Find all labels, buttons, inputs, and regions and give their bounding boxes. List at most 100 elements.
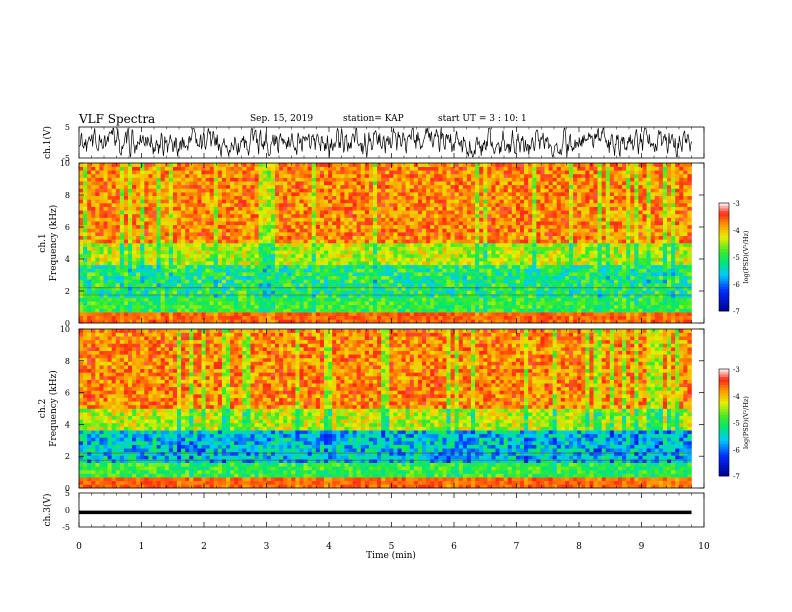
spectrogram-cell	[226, 264, 231, 269]
spectrogram-cell	[221, 232, 227, 237]
spectrogram-cell	[119, 268, 125, 273]
spectrogram-cell	[181, 264, 186, 269]
spectrogram-cell	[103, 301, 108, 306]
spectrogram-cell	[128, 257, 133, 262]
spectrogram-cell	[172, 304, 178, 309]
spectrogram-cell	[434, 261, 439, 266]
spectrogram-cell	[426, 243, 431, 247]
spectrogram-cell	[246, 210, 251, 215]
spectrogram-cell	[87, 210, 92, 215]
spectrogram-cell	[426, 177, 431, 182]
spectrogram-cell	[99, 217, 104, 222]
spectrogram-cell	[83, 268, 88, 273]
spectrogram-cell	[164, 192, 170, 197]
spectrogram-cell	[205, 188, 210, 193]
spectrogram-cell	[107, 184, 112, 189]
spectrogram-cell	[479, 170, 484, 175]
spectrogram-cell	[172, 217, 178, 222]
spectrogram-cell	[528, 261, 533, 266]
spectrogram-cell	[434, 301, 439, 306]
spectrogram-cell	[148, 184, 153, 189]
spectrogram-cell	[201, 224, 206, 229]
spectrogram-cell	[413, 312, 419, 317]
spectrogram-cell	[417, 206, 423, 211]
spectrogram-cell	[377, 304, 382, 309]
spectrogram-cell	[328, 301, 333, 306]
spectrogram-cell	[230, 181, 235, 186]
spectrogram-cell	[201, 301, 206, 306]
spectrogram-cell	[491, 315, 496, 320]
spectrogram-cell	[291, 304, 296, 309]
spectrogram-cell	[405, 268, 411, 273]
spectrogram-cell	[483, 239, 488, 244]
spectrogram-cell	[332, 217, 337, 222]
spectrogram-cell	[397, 232, 402, 237]
spectrogram-cell	[279, 275, 284, 280]
spectrogram-cell	[156, 301, 161, 306]
spectrogram-cell	[140, 319, 145, 324]
station-label: station= KAP	[343, 114, 404, 124]
spectrogram-cell	[205, 232, 210, 237]
spectrogram-cell	[434, 166, 439, 171]
spectrogram-cell	[491, 213, 496, 218]
spectrogram-cell	[352, 177, 357, 182]
spectrogram-cell	[226, 188, 231, 193]
spectrogram-cell	[197, 253, 202, 258]
spectrogram-cell	[307, 188, 313, 193]
spectrogram-cell	[197, 268, 202, 273]
spectrogram-cell	[462, 304, 468, 309]
spectrogram-cell	[466, 184, 472, 189]
spectrogram-cell	[377, 239, 382, 244]
spectrogram-cell	[242, 181, 247, 186]
spectrogram-cell	[319, 170, 325, 175]
spectrogram-cell	[148, 217, 153, 222]
spectrogram-cell	[279, 243, 284, 247]
spectrogram-cell	[487, 272, 492, 277]
spectrogram-cell	[91, 192, 96, 197]
spectrogram-cell	[189, 166, 194, 171]
spectrogram-cell	[352, 319, 357, 324]
spectrogram-cell	[234, 203, 239, 207]
spectrogram-cell	[172, 246, 178, 251]
spectrogram-cell	[156, 188, 161, 193]
spectrogram-cell	[450, 173, 455, 178]
spectrogram-cell	[221, 177, 227, 182]
spectrogram-cell	[328, 283, 333, 287]
spectrogram-cell	[381, 261, 386, 266]
spectrogram-cell	[189, 250, 194, 255]
spectrogram-cell	[328, 264, 333, 269]
spectrogram-cell	[393, 224, 398, 229]
spectrogram-cell	[172, 192, 178, 197]
spectrogram-cell	[291, 275, 296, 280]
spectrogram-cell	[340, 170, 345, 175]
spectrogram-cell	[487, 297, 492, 302]
spectrogram-cell	[128, 264, 133, 269]
spectrogram-cell	[471, 297, 476, 302]
spectrogram-cell	[148, 261, 153, 266]
spectrogram-cell	[524, 239, 529, 244]
spectrogram-cell	[417, 279, 423, 284]
spectrogram-cell	[299, 206, 304, 211]
spectrogram-cell	[226, 283, 231, 287]
spectrogram-cell	[475, 304, 480, 309]
spectrogram-cell	[287, 315, 292, 320]
spectrogram-cell	[213, 221, 219, 226]
spectrogram-cell	[103, 261, 108, 266]
spectrogram-cell	[83, 166, 88, 171]
spectrogram-cell	[487, 290, 492, 295]
spectrogram-cell	[356, 173, 362, 178]
spectrogram-cell	[266, 301, 272, 306]
spectrogram-cell	[524, 279, 529, 284]
spectrogram-cell	[532, 275, 537, 280]
spectrogram-cell	[377, 264, 382, 269]
spectrogram-cell	[340, 243, 345, 247]
spectrogram-cell	[164, 239, 170, 244]
spectrogram-cell	[422, 315, 427, 320]
spectrogram-cell	[491, 206, 496, 211]
spectrogram-cell	[520, 210, 525, 215]
spectrogram-cell	[242, 279, 247, 284]
spectrogram-cell	[348, 177, 353, 182]
spectrogram-cell	[193, 217, 198, 222]
spectrogram-cell	[352, 293, 357, 298]
spectrogram-cell	[181, 199, 186, 204]
